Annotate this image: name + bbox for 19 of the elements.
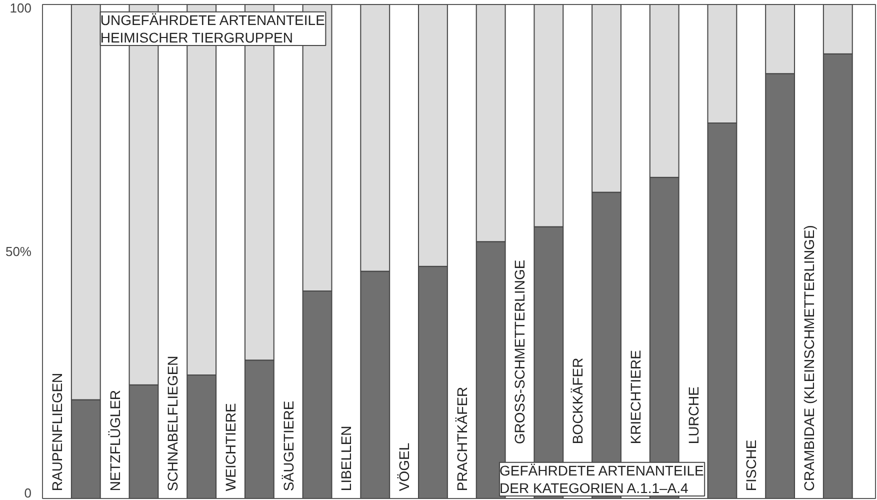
x-tick-label: KRIECHTIERE	[627, 350, 644, 444]
x-tick-label: WEICHTIERE	[222, 403, 239, 492]
x-tick-label: SÄUGETIERE	[280, 400, 296, 492]
x-tick-label: PRACHTKÄFER	[454, 386, 470, 492]
x-tick-label: LIBELLEN	[338, 426, 354, 492]
x-tick-label: GROSS-SCHMETTERLINGE	[512, 260, 528, 444]
y-tick-label: 0	[24, 486, 32, 500]
series-label: UNGEFÄHRDETE ARTENANTEILE HEIMISCHER TIERGRUPPEN	[100, 12, 325, 46]
x-tick-label: SCHNABELFLIEGEN	[164, 356, 181, 492]
x-tick-label: BOCKKÄFER	[570, 358, 586, 444]
x-tick-label: RAUPENFLIEGEN	[48, 372, 65, 492]
x-tick-label: VÖGEL	[396, 442, 412, 492]
series-label: GEFÄHRDETE ARTENANTEILE DER KATEGORIEN A.1.1–A.4	[499, 462, 704, 496]
x-tick-label: CRAMBIDAE (KLEINSCHMETTERLINGE)	[800, 225, 817, 492]
x-tick-label: LURCHE	[685, 386, 702, 444]
y-tick-label: 100	[10, 0, 32, 16]
y-tick-label: 50%	[5, 244, 32, 259]
x-tick-label: NETZFLÜGLER	[106, 390, 123, 492]
x-tick-label: FISCHE	[743, 440, 760, 492]
